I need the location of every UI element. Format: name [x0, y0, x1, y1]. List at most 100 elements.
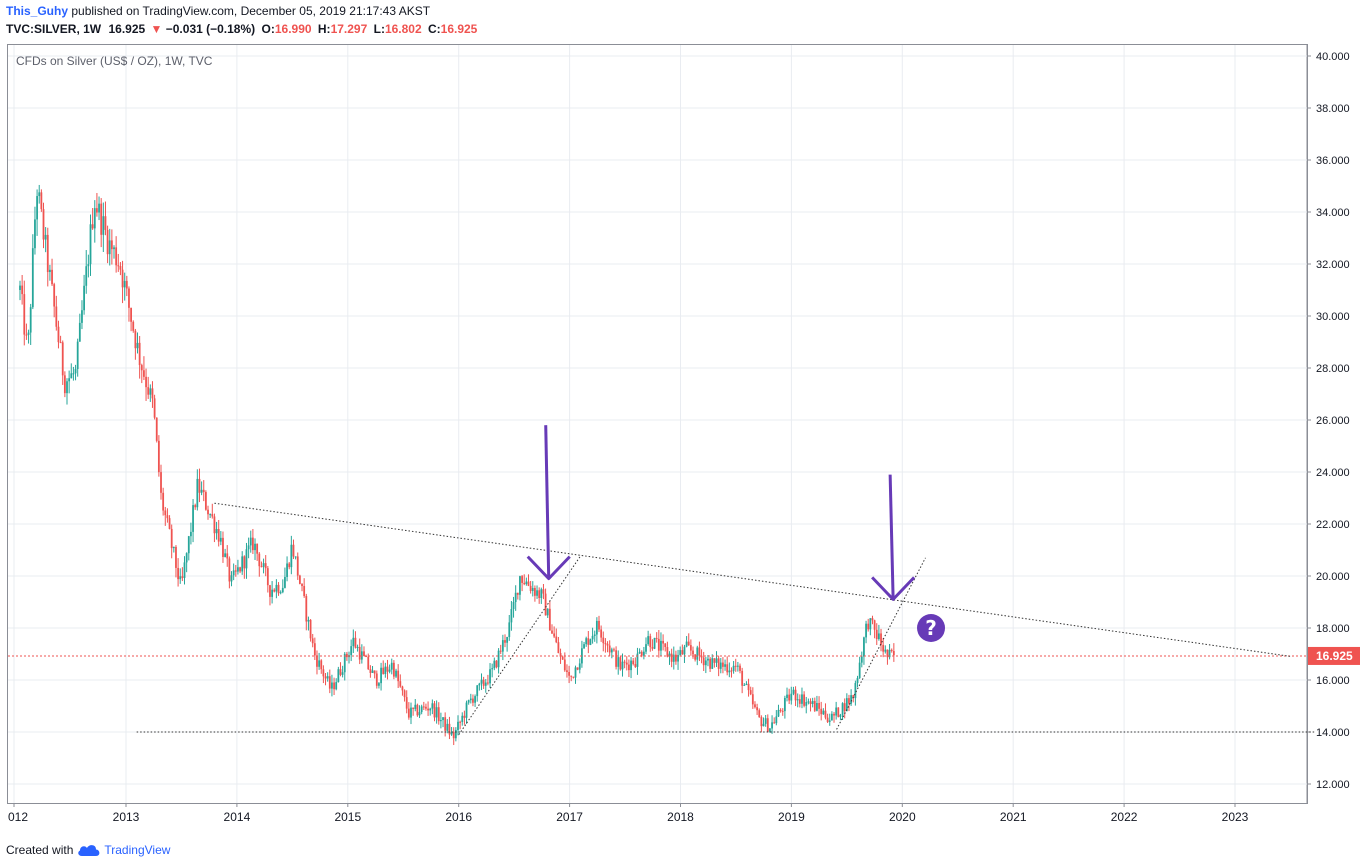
candle-body: [621, 661, 624, 670]
low-label: L:: [373, 22, 385, 36]
y-tick-label: 36.000: [1316, 155, 1350, 167]
candle-body: [138, 342, 141, 366]
candle-body: [130, 307, 132, 322]
candle-body: [711, 658, 714, 669]
candle-body: [371, 670, 374, 673]
candle-body: [702, 657, 705, 666]
y-tick-label: 38.000: [1316, 103, 1350, 115]
candle-body: [151, 388, 154, 399]
candle-body: [313, 643, 316, 656]
trendline-2019[interactable]: [836, 557, 926, 730]
candle-body: [623, 661, 626, 663]
tradingview-logo[interactable]: TradingView: [77, 843, 170, 857]
candle-body: [647, 636, 650, 645]
candle-body: [472, 698, 474, 703]
change-arrow-icon: ▼: [150, 22, 163, 36]
candle-body: [224, 553, 227, 557]
candle-body: [202, 489, 205, 493]
candle-body: [76, 341, 79, 370]
candle-body: [237, 567, 239, 572]
candle-body: [373, 670, 376, 674]
candle-body: [25, 334, 28, 336]
candle-body: [145, 376, 147, 388]
candle-body: [628, 664, 630, 671]
candle-body: [136, 342, 139, 349]
candle-body: [247, 545, 250, 550]
candle-body: [803, 694, 806, 706]
arrow-down-icon-shaft[interactable]: [888, 474, 895, 600]
candle-body: [102, 216, 105, 235]
candle-body: [350, 646, 353, 656]
candle-body: [694, 654, 697, 660]
candle-body: [266, 568, 269, 586]
candle-body: [816, 703, 818, 711]
question-mark-icon[interactable]: [917, 614, 946, 642]
author-link[interactable]: This_Guhy: [6, 4, 69, 18]
candle-body: [34, 219, 36, 249]
symbol: TVC:SILVER, 1W: [6, 22, 102, 36]
candle-body: [262, 563, 265, 567]
y-tick-label: 16.000: [1316, 675, 1350, 687]
candle-body: [431, 703, 434, 709]
candle-body: [442, 717, 444, 721]
candle-body: [433, 703, 436, 718]
arrow-down-icon-shaft[interactable]: [544, 425, 551, 579]
candle-body: [435, 707, 438, 718]
candle-body: [692, 650, 694, 655]
candle-body: [754, 704, 756, 708]
candle-body: [271, 589, 274, 597]
candle-body: [636, 653, 639, 667]
candle-body: [343, 653, 346, 673]
x-tick-label: 2023: [1222, 810, 1249, 824]
candle-body: [386, 666, 389, 672]
candle-body: [683, 646, 686, 655]
resistance-trendline[interactable]: [214, 502, 1293, 658]
candle-body: [190, 531, 192, 537]
candle-body: [769, 728, 771, 732]
candle-body: [689, 645, 692, 651]
candle-body: [707, 658, 709, 661]
candle-body: [128, 288, 130, 308]
candle-body: [318, 660, 321, 667]
candle-body: [871, 618, 874, 621]
candle-body: [632, 660, 635, 665]
y-tick-label: 20.000: [1316, 571, 1350, 583]
candle-body: [578, 663, 581, 670]
candle-body: [828, 720, 831, 722]
candle-body: [670, 653, 673, 662]
candle-body: [583, 644, 585, 649]
candle-body: [668, 653, 671, 657]
candle-body: [566, 670, 568, 672]
candle-body: [294, 556, 297, 558]
trendline-2016[interactable]: [458, 554, 582, 735]
y-tick-label: 26.000: [1316, 415, 1350, 427]
candle-body: [741, 670, 744, 686]
candle-body: [392, 662, 395, 677]
candle-body: [42, 209, 45, 240]
candle-body: [773, 722, 776, 724]
candle-body: [98, 203, 100, 213]
candle-body: [239, 567, 241, 572]
candle-body: [228, 558, 231, 582]
candle-body: [354, 637, 357, 648]
candle-body: [491, 668, 494, 670]
candle-body: [499, 650, 502, 652]
candle-body: [724, 664, 726, 667]
price-chart[interactable]: 40.000 38.000 36.000 34.000 32.000 30.000 28.0…: [0, 0, 1367, 840]
candle-body: [172, 546, 175, 549]
candle-body: [416, 704, 419, 716]
candle-body: [53, 284, 56, 307]
arrow-down-icon-head[interactable]: [871, 576, 916, 601]
candle-body: [559, 653, 562, 657]
candle-body: [446, 723, 449, 731]
candle-body: [222, 537, 224, 557]
candle-body: [166, 515, 169, 519]
candle-body: [777, 709, 780, 717]
candle-body: [157, 440, 160, 473]
arrow-down-icon-head[interactable]: [526, 555, 571, 581]
candle-body: [818, 703, 820, 709]
candle-body: [410, 707, 412, 718]
candle-body: [542, 589, 545, 594]
candle-body: [548, 608, 551, 631]
candle-body: [57, 326, 60, 343]
